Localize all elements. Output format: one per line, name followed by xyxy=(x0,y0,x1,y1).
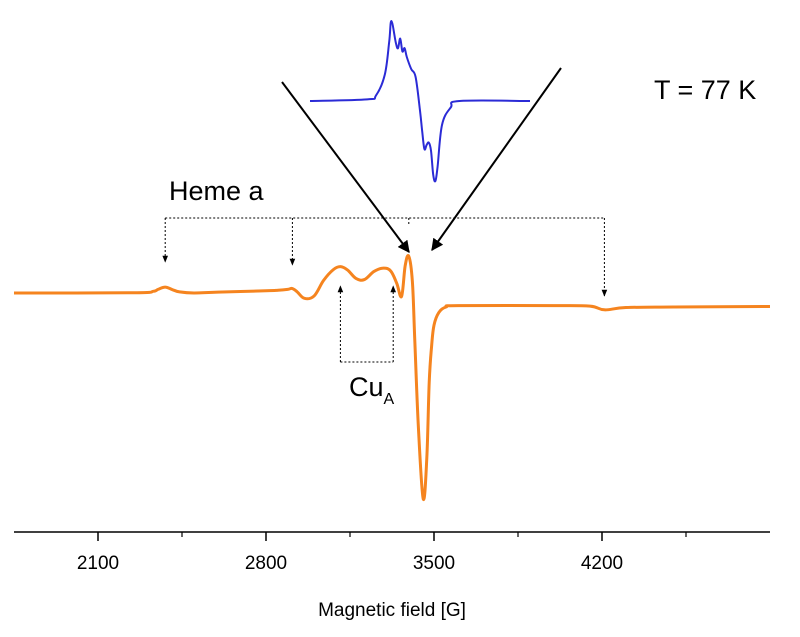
temperature-label: T = 77 K xyxy=(654,75,756,105)
series-line-inset xyxy=(309,19,531,183)
cu-a-bracket xyxy=(337,285,397,363)
x-tick-label: 4200 xyxy=(581,553,623,574)
zoom-arrow-left xyxy=(281,81,410,253)
x-tick-label: 2800 xyxy=(245,553,287,574)
x-tick-label: 3500 xyxy=(413,553,455,574)
x-tick-label: 2100 xyxy=(77,553,119,574)
zoom-arrow-right xyxy=(431,67,562,251)
heme-a-bracket xyxy=(162,217,608,297)
x-axis-label: Magnetic field [G] xyxy=(318,600,466,621)
cu-a-label-subscript: A xyxy=(384,391,395,408)
heme-a-label: Heme a xyxy=(169,176,265,206)
series-line-main xyxy=(13,254,771,502)
cu-a-label: CuA xyxy=(349,372,395,408)
cu-a-label-main: Cu xyxy=(349,372,384,402)
